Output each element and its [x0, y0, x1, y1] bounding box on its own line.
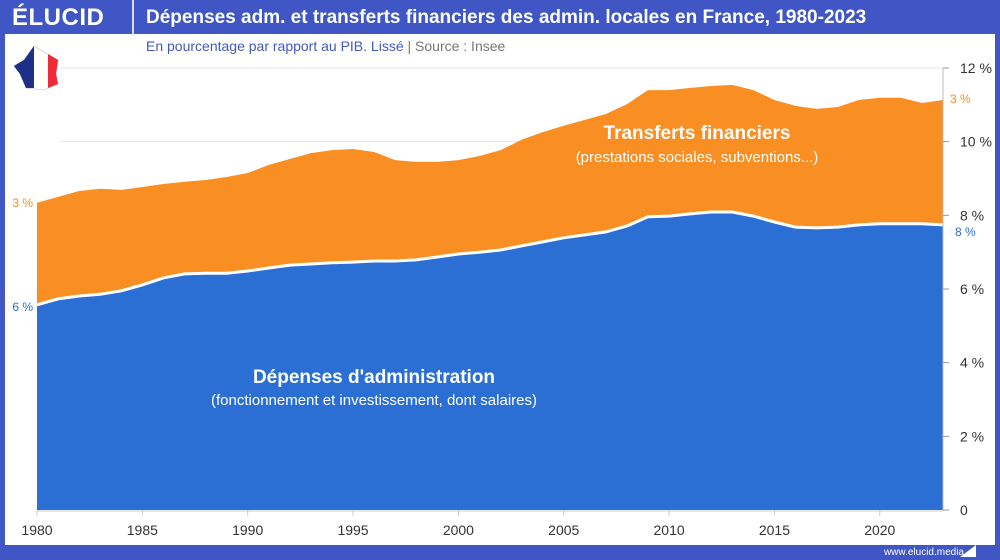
- source-text: Source : Insee: [415, 38, 506, 54]
- admin-series-label: Dépenses d'administration: [253, 367, 495, 388]
- header-divider: [132, 0, 134, 34]
- admin-start-label: 6 %: [12, 300, 33, 314]
- x-tick-label: 2020: [864, 522, 895, 538]
- subtitle-separator: |: [407, 38, 412, 54]
- x-tick-label: 1990: [232, 522, 263, 538]
- footer-url[interactable]: www.elucid.media: [883, 547, 964, 558]
- chart-title: Dépenses adm. et transferts financiers d…: [146, 7, 867, 28]
- y-tick-label: 10 %: [960, 134, 992, 150]
- elucid-mark-icon: [960, 545, 976, 557]
- x-tick-label: 2005: [548, 522, 579, 538]
- admin-boundary-line: [36, 210, 944, 307]
- transfers-series-sublabel: (prestations sociales, subventions...): [576, 149, 819, 166]
- admin-area: [37, 212, 943, 510]
- y-tick-label: 8 %: [960, 207, 984, 223]
- x-tick-label: 1985: [127, 522, 158, 538]
- x-tick-label: 2000: [443, 522, 474, 538]
- chart-subtitle: En pourcentage par rapport au PIB. Lissé…: [146, 38, 505, 54]
- france-map-flag-icon: [14, 45, 59, 91]
- x-tick-label: 2015: [759, 522, 790, 538]
- transfers-end-label: 3 %: [950, 92, 971, 106]
- transfers-series-label: Transferts financiers: [604, 123, 791, 144]
- admin-end-label: 8 %: [955, 225, 976, 239]
- admin-series-sublabel: (fonctionnement et investissement, dont …: [211, 392, 537, 409]
- header-bar: ÉLUCID Dépenses adm. et transferts finan…: [0, 0, 1000, 34]
- y-tick-label: 4 %: [960, 355, 984, 371]
- y-tick-label: 2 %: [960, 428, 984, 444]
- elucid-logo: ÉLUCID: [12, 4, 105, 31]
- transfers-start-label: 3 %: [12, 196, 33, 210]
- x-tick-label: 1980: [21, 522, 52, 538]
- y-tick-label: 0: [960, 502, 968, 518]
- x-tick-label: 2010: [654, 522, 685, 538]
- y-tick-label: 12 %: [960, 60, 992, 76]
- transfers-area: [37, 84, 943, 305]
- y-tick-label: 6 %: [960, 281, 984, 297]
- x-tick-label: 1995: [337, 522, 368, 538]
- subtitle-text: En pourcentage par rapport au PIB. Lissé: [146, 38, 404, 54]
